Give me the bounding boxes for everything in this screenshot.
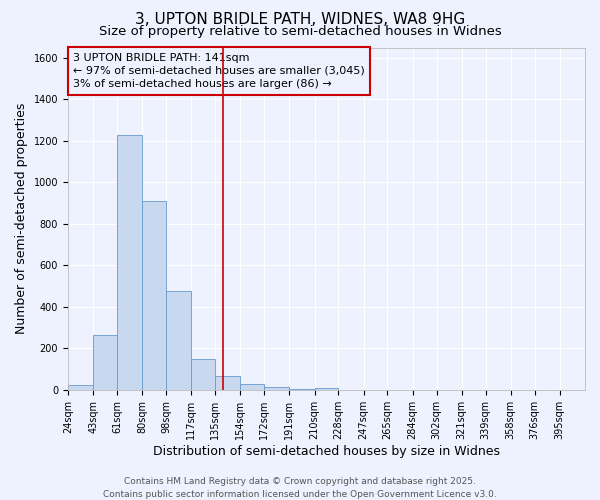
Text: Size of property relative to semi-detached houses in Widnes: Size of property relative to semi-detach… <box>98 25 502 38</box>
Bar <box>142 201 166 390</box>
Bar <box>314 388 338 390</box>
Text: 3, UPTON BRIDLE PATH, WIDNES, WA8 9HG: 3, UPTON BRIDLE PATH, WIDNES, WA8 9HG <box>135 12 465 28</box>
Bar <box>191 358 215 390</box>
Y-axis label: Number of semi-detached properties: Number of semi-detached properties <box>15 103 28 334</box>
Text: Contains HM Land Registry data © Crown copyright and database right 2025.
Contai: Contains HM Land Registry data © Crown c… <box>103 478 497 499</box>
Bar <box>93 335 117 390</box>
Bar <box>264 386 289 390</box>
Bar <box>289 389 314 390</box>
Bar <box>166 292 191 390</box>
X-axis label: Distribution of semi-detached houses by size in Widnes: Distribution of semi-detached houses by … <box>153 444 500 458</box>
Bar <box>68 384 93 390</box>
Bar <box>240 384 264 390</box>
Bar <box>215 376 240 390</box>
Text: 3 UPTON BRIDLE PATH: 141sqm
← 97% of semi-detached houses are smaller (3,045)
3%: 3 UPTON BRIDLE PATH: 141sqm ← 97% of sem… <box>73 52 365 89</box>
Bar <box>117 134 142 390</box>
